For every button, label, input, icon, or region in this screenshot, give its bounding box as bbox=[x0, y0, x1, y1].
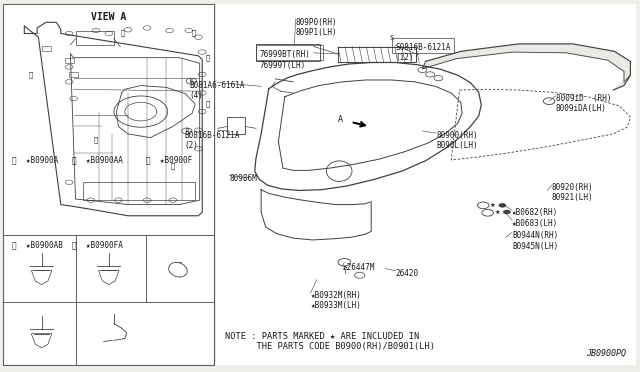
Text: S0816B-6121A
(12): S0816B-6121A (12) bbox=[396, 43, 451, 62]
Bar bbox=[65, 58, 74, 63]
Text: A: A bbox=[338, 115, 343, 124]
Text: Ⓒ  ★B0900F: Ⓒ ★B0900F bbox=[146, 155, 192, 164]
Text: ★B0932M(RH)
★B0933M(LH): ★B0932M(RH) ★B0933M(LH) bbox=[310, 291, 361, 310]
Bar bbox=[227, 117, 245, 134]
Text: Ⓒ: Ⓒ bbox=[191, 29, 195, 36]
Text: S: S bbox=[390, 35, 394, 41]
Polygon shape bbox=[422, 44, 630, 90]
Text: 809P0(RH)
809P1(LH): 809P0(RH) 809P1(LH) bbox=[296, 18, 337, 37]
Bar bbox=[83, 182, 195, 200]
Text: ★: ★ bbox=[490, 203, 495, 208]
Text: 80920(RH)
80921(LH): 80920(RH) 80921(LH) bbox=[552, 183, 593, 202]
Text: B0944N(RH)
B0945N(LH): B0944N(RH) B0945N(LH) bbox=[512, 231, 558, 251]
Text: 76999BT(RH)
76999T(LH): 76999BT(RH) 76999T(LH) bbox=[259, 50, 310, 70]
Circle shape bbox=[499, 203, 506, 208]
Text: JB0900PQ: JB0900PQ bbox=[586, 349, 626, 358]
Text: VIEW A: VIEW A bbox=[91, 12, 127, 22]
Text: Ⓑ: Ⓑ bbox=[29, 72, 33, 78]
Bar bbox=[256, 44, 320, 61]
Text: Ⓐ  ★B0900A: Ⓐ ★B0900A bbox=[12, 155, 58, 164]
Bar bbox=[69, 72, 78, 77]
Text: 80986M: 80986M bbox=[229, 174, 257, 183]
Text: B: B bbox=[186, 128, 188, 134]
Bar bbox=[76, 31, 114, 45]
Text: Ⓓ  ★B0900AB: Ⓓ ★B0900AB bbox=[12, 240, 62, 249]
Bar bbox=[216, 4, 636, 365]
Text: ≥26447M: ≥26447M bbox=[342, 263, 375, 272]
Text: ★: ★ bbox=[495, 209, 500, 215]
Text: Ⓓ: Ⓓ bbox=[206, 101, 210, 108]
Bar bbox=[3, 4, 214, 235]
Text: B0816B-6121A
(2): B0816B-6121A (2) bbox=[184, 131, 240, 150]
Circle shape bbox=[503, 210, 511, 214]
Bar bbox=[392, 38, 454, 53]
Text: Ⓘ: Ⓘ bbox=[171, 162, 175, 169]
Text: B081A6-6161A
(4): B081A6-6161A (4) bbox=[189, 81, 245, 100]
Text: 26420: 26420 bbox=[396, 269, 419, 278]
Text: Ⓔ: Ⓔ bbox=[206, 54, 210, 61]
Text: Ⓔ  ★B0900FA: Ⓔ ★B0900FA bbox=[72, 240, 122, 249]
Text: ★B0682(RH)
★B0683(LH): ★B0682(RH) ★B0683(LH) bbox=[512, 208, 558, 228]
Text: Ⓑ  ★B0900AA: Ⓑ ★B0900AA bbox=[72, 155, 122, 164]
Bar bbox=[42, 46, 51, 51]
Bar bbox=[3, 4, 214, 365]
Text: NOTE : PARTS MARKED ★ ARE INCLUDED IN
      THE PARTS CODE B0900(RH)/B0901(LH): NOTE : PARTS MARKED ★ ARE INCLUDED IN TH… bbox=[225, 332, 435, 351]
Text: 80900(RH)
B090L(LH): 80900(RH) B090L(LH) bbox=[436, 131, 478, 150]
Text: Ⓕ: Ⓕ bbox=[94, 136, 98, 143]
Text: 8009iD  (RH)
8009iDA(LH): 8009iD (RH) 8009iDA(LH) bbox=[556, 94, 611, 113]
Text: B: B bbox=[190, 78, 193, 84]
Text: Ⓐ: Ⓐ bbox=[121, 29, 125, 36]
Bar bbox=[256, 45, 323, 60]
